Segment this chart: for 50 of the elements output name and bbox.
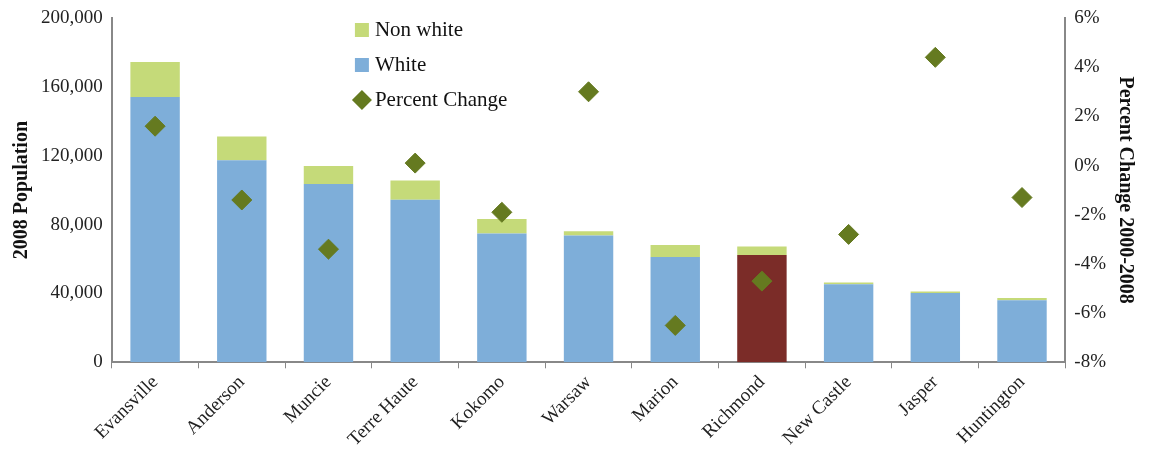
bar (997, 297, 1047, 301)
y-tick-label: 40,000 (50, 281, 103, 303)
y-tick-label: 200,000 (41, 5, 103, 27)
y-axis-title: 2008 Population (9, 120, 33, 260)
bar (997, 300, 1047, 363)
y2-tick-label: 0% (1074, 153, 1100, 175)
legend-label: White (374, 51, 427, 76)
bar (130, 62, 180, 98)
bar (910, 293, 961, 363)
bar (477, 233, 527, 363)
legend-label: Non white (374, 16, 463, 41)
y-tick-label: 160,000 (41, 74, 103, 96)
bar (737, 246, 787, 256)
bar (217, 136, 267, 161)
point (751, 270, 773, 292)
y2-tick-label: 4% (1074, 55, 1100, 77)
point (231, 189, 253, 211)
point (144, 115, 166, 137)
point (664, 314, 686, 336)
bar (390, 199, 440, 363)
point (578, 81, 600, 103)
point (1011, 187, 1033, 209)
point (317, 238, 339, 260)
y-tick-label: 120,000 (41, 143, 103, 165)
bar (650, 256, 700, 363)
point (404, 152, 426, 174)
point (491, 201, 513, 223)
bar (390, 180, 440, 200)
bar (477, 218, 527, 234)
bar (563, 235, 614, 363)
y-tick-label: 80,000 (50, 212, 103, 234)
y2-tick-label: -4% (1074, 251, 1107, 273)
point (924, 46, 946, 68)
bar (563, 231, 614, 236)
bar (823, 284, 874, 363)
y2-tick-label: -8% (1074, 350, 1107, 372)
point (838, 223, 860, 245)
y2-tick-label: 6% (1074, 5, 1100, 27)
legend-label: Percent Change (374, 86, 508, 111)
y-tick-label: 0 (93, 350, 103, 372)
bar (737, 255, 787, 363)
y2-tick-label: -2% (1074, 202, 1107, 224)
bar (303, 183, 354, 363)
bar (130, 97, 180, 363)
bar (650, 244, 700, 257)
y2-axis-title: Percent Change 2000-2008 (1114, 76, 1138, 304)
y2-tick-label: 2% (1074, 104, 1100, 126)
bar (217, 160, 267, 363)
y2-tick-label: -6% (1074, 301, 1107, 323)
bar (303, 165, 354, 184)
